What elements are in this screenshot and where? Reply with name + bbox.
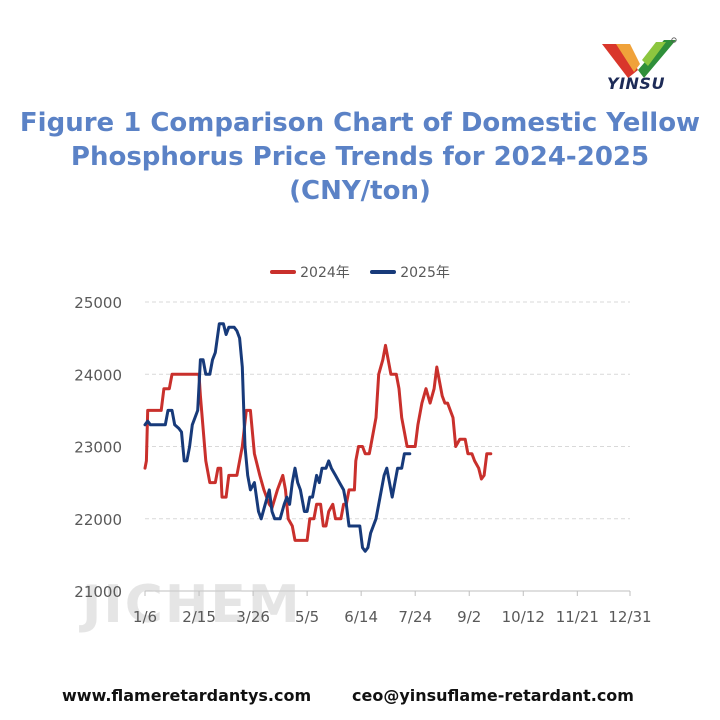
legend-swatch-2024 <box>270 270 297 274</box>
grid-lines <box>145 301 630 592</box>
price-line-chart: JICHEM 21000 22000 23000 24000 25000 1/6 2/15… <box>74 294 652 635</box>
yinsu-logo <box>602 37 677 78</box>
legend-label-2025: 2025年 <box>400 265 450 281</box>
x-tick-label: 1/6 <box>133 608 157 626</box>
x-axis-ticks: 1/6 2/15 3/26 5/5 6/14 7/24 9/2 10/12 11/21 12/31 <box>133 591 652 626</box>
y-tick-label: 22000 <box>74 511 122 529</box>
y-tick-label: 23000 <box>74 439 122 457</box>
x-tick-label: 12/31 <box>608 608 651 626</box>
x-tick-label: 11/21 <box>556 608 599 626</box>
legend-item-2025: 2025年 <box>370 262 450 282</box>
x-tick-label: 5/5 <box>295 608 319 626</box>
brand-wordmark: YINSU <box>607 74 665 93</box>
x-tick-label: 7/24 <box>398 608 432 626</box>
legend-item-2024: 2024年 <box>270 262 350 282</box>
title-line-1: Figure 1 Comparison Chart of Domestic Ye… <box>19 108 701 138</box>
y-tick-label: 24000 <box>74 366 122 384</box>
x-tick-label: 10/12 <box>502 608 545 626</box>
series-line-2024年 <box>143 343 493 542</box>
footer-website[interactable]: www.flameretardantys.com <box>62 686 312 705</box>
x-tick-label: 9/2 <box>457 608 481 626</box>
x-tick-label: 2/15 <box>182 608 216 626</box>
legend-label-2024: 2024年 <box>300 265 350 281</box>
x-tick-label: 3/26 <box>236 608 270 626</box>
y-axis-ticks: 21000 22000 23000 24000 25000 <box>74 294 122 601</box>
series-lines <box>143 322 493 553</box>
footer-email[interactable]: ceo@yinsuflame-retardant.com <box>352 686 634 705</box>
chart-title: Figure 1 Comparison Chart of Domestic Ye… <box>0 106 720 208</box>
series-line-2025年 <box>143 322 412 553</box>
title-line-2: Phosphorus Price Trends for 2024-2025 <box>70 142 650 172</box>
x-tick-label: 6/14 <box>344 608 378 626</box>
title-line-3: (CNY/ton) <box>289 176 431 206</box>
y-tick-label: 21000 <box>74 583 122 601</box>
legend-swatch-2025 <box>370 270 397 274</box>
chart-legend: 2024年 2025年 <box>0 262 720 282</box>
watermark-text: JICHEM <box>79 575 302 635</box>
y-tick-label: 25000 <box>74 294 122 312</box>
